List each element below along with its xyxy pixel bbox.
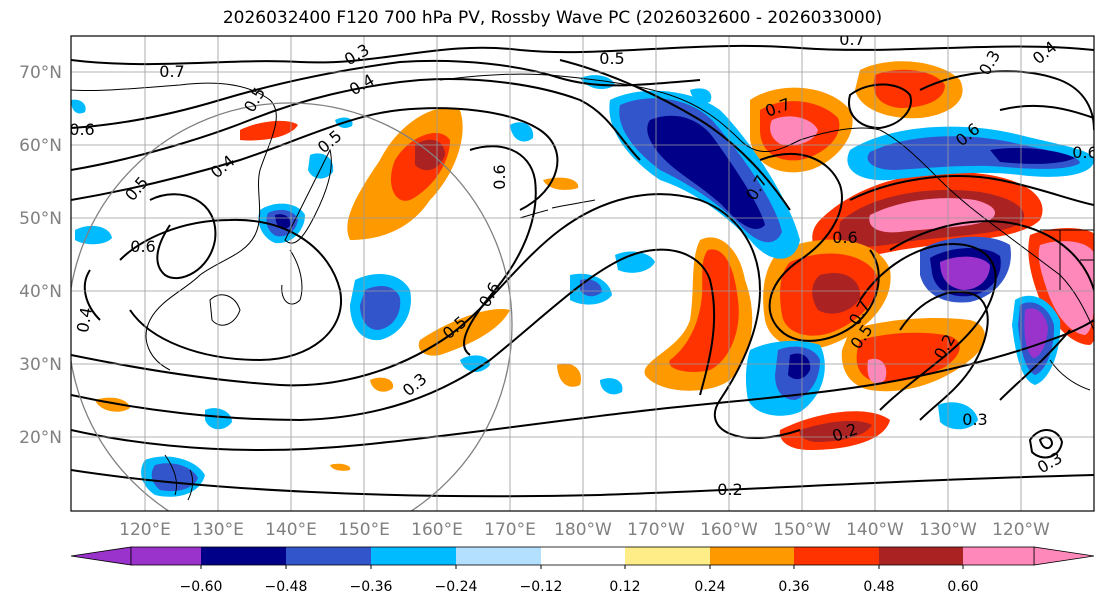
map-plot-area: 0.70.5 0.40.30.50.60.40.50.60.4 0.50.60.60… — [69, 30, 1097, 511]
colorbar-tick-label: 0.24 — [694, 579, 725, 595]
colorbar-tick-label: −0.36 — [350, 579, 393, 595]
lon-label: 130°E — [192, 520, 244, 540]
colorbar-tick-label: 0.12 — [609, 579, 640, 595]
contour-label: 0.6 — [130, 237, 155, 256]
colorbar-swatch — [371, 547, 456, 565]
contour-label: 0.7 — [839, 30, 864, 49]
colorbar-tick-label: −0.24 — [435, 579, 478, 595]
lon-label: 170°W — [627, 520, 685, 540]
contour-label: 0.6 — [1072, 143, 1097, 162]
colorbar-tick-label: 0.36 — [778, 579, 809, 595]
contour-label: 0.7 — [159, 62, 184, 81]
colorbar-tick-label: −0.60 — [180, 579, 223, 595]
region-circle — [71, 102, 513, 511]
colorbar-swatch — [286, 547, 371, 565]
contour-label: 0.5 — [599, 49, 624, 68]
lat-label: 30°N — [19, 355, 62, 375]
colorbar-extend-high — [1033, 546, 1095, 566]
colorbar-frame — [130, 546, 1035, 566]
colorbar-swatch — [201, 547, 286, 565]
lon-label: 160°W — [700, 520, 758, 540]
colorbar-swatch — [456, 547, 541, 565]
gridlines — [71, 36, 1094, 511]
lon-label: 140°W — [846, 520, 904, 540]
lon-label: 160°E — [411, 520, 463, 540]
lat-label: 70°N — [19, 63, 62, 83]
latitude-labels: 70°N 60°N 50°N 40°N 30°N 20°N — [19, 63, 62, 448]
positive-anomalies — [95, 61, 1094, 471]
lon-label: 120°W — [992, 520, 1050, 540]
colorbar-swatch — [131, 547, 201, 565]
colorbar-tick-label: −0.48 — [265, 579, 308, 595]
longitude-labels: 120°E 130°E 140°E 150°E 160°E 170°E 180°W 170°W… — [119, 520, 1050, 540]
lat-label: 40°N — [19, 282, 62, 302]
lat-label: 20°N — [19, 428, 62, 448]
lon-label: 170°E — [484, 520, 536, 540]
contour-label: 0.4 — [73, 306, 96, 334]
contour-label: 0.6 — [490, 164, 509, 189]
contour-label: 0.6 — [69, 120, 94, 139]
contour-label: 0.6 — [832, 228, 857, 247]
pv-contours — [71, 44, 1094, 498]
lon-label: 140°E — [265, 520, 317, 540]
colorbar-tick-label: 0.48 — [863, 579, 894, 595]
colorbar-swatch — [625, 547, 710, 565]
colorbar-swatch — [879, 547, 963, 565]
lon-label: 150°E — [338, 520, 390, 540]
colorbar: −0.60 −0.48 −0.36 −0.24 −0.12 0.12 0.24 0.36 0.4… — [70, 546, 1095, 595]
colorbar-swatch — [541, 547, 625, 565]
colorbar-swatch — [794, 547, 879, 565]
lon-label: 180°W — [554, 520, 612, 540]
lat-label: 50°N — [19, 209, 62, 229]
colorbar-swatch — [710, 547, 794, 565]
map-frame — [70, 35, 1095, 512]
colorbar-tick-label: −0.12 — [520, 579, 563, 595]
lon-label: 120°E — [119, 520, 171, 540]
colorbar-extend-low — [70, 546, 132, 566]
coastlines — [71, 73, 1094, 501]
contour-label: 0.3 — [962, 410, 987, 429]
lat-label: 60°N — [19, 136, 62, 156]
chart-title: 2026032400 F120 700 hPa PV, Rossby Wave … — [222, 8, 883, 28]
colorbar-swatch — [963, 547, 1034, 565]
colorbar-tick-label: 0.60 — [947, 579, 978, 595]
lon-label: 130°W — [919, 520, 977, 540]
contour-label: 0.2 — [717, 480, 742, 499]
lon-label: 150°W — [773, 520, 831, 540]
